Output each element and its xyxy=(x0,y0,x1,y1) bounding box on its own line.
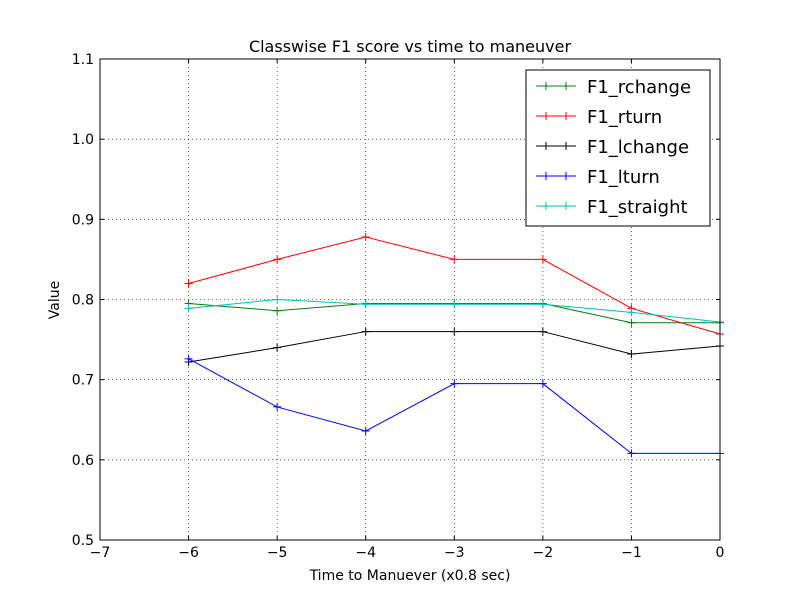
legend-marker xyxy=(542,172,570,180)
series-F1_lchange xyxy=(184,327,724,367)
data-point xyxy=(538,379,547,388)
series-F1_lturn xyxy=(184,354,724,458)
y-tick-label: 0.5 xyxy=(72,533,94,549)
data-point xyxy=(627,449,636,458)
data-point xyxy=(273,402,282,411)
legend-label: F1_straight xyxy=(587,197,688,218)
legend-box xyxy=(525,69,711,227)
x-tick-label: −7 xyxy=(90,545,111,561)
x-tick-label: −3 xyxy=(444,545,465,561)
data-point xyxy=(273,306,282,315)
x-tick-label: −2 xyxy=(533,545,554,561)
axis-ticks: −7 −6 −5 −4 −3 −2 −1 0 0.5 0.6 0.7 0.8 0.9 1.0 1.1 xyxy=(72,52,725,561)
data-point xyxy=(450,300,459,309)
y-tick-label: 1.1 xyxy=(72,52,94,68)
series-F1_straight xyxy=(184,295,724,326)
legend-label: F1_rchange xyxy=(587,77,691,98)
data-point xyxy=(361,300,370,309)
data-point xyxy=(538,255,547,264)
data-point xyxy=(450,379,459,388)
x-tick-label: −6 xyxy=(178,545,199,561)
series-line xyxy=(188,331,721,363)
x-tick-label: 0 xyxy=(716,545,725,561)
data-point xyxy=(361,426,370,435)
data-point xyxy=(361,327,370,336)
legend-item: F1_rchange xyxy=(536,77,691,98)
data-point xyxy=(273,255,282,264)
legend-marker xyxy=(542,202,570,210)
y-axis-label: Value xyxy=(47,281,63,319)
data-point xyxy=(538,300,547,309)
legend-marker xyxy=(542,142,570,150)
y-tick-label: 0.9 xyxy=(72,212,94,228)
data-point xyxy=(450,327,459,336)
legend-item: F1_lturn xyxy=(536,167,660,188)
series-F1_rturn xyxy=(184,232,724,338)
legend-item: F1_straight xyxy=(536,197,688,218)
legend: F1_rchange F1_rturn F1_lchange F1_lturn F1_s… xyxy=(525,69,711,227)
legend-marker xyxy=(542,82,570,90)
legend-label: F1_lturn xyxy=(587,167,660,188)
data-point xyxy=(361,232,370,241)
legend-item: F1_lchange xyxy=(536,137,689,158)
legend-item: F1_rturn xyxy=(536,107,662,128)
data-point xyxy=(538,327,547,336)
data-point xyxy=(273,343,282,352)
data-point xyxy=(273,295,282,304)
data-point xyxy=(184,279,193,288)
data-series xyxy=(184,232,724,458)
x-tick-label: −4 xyxy=(355,545,376,561)
legend-label: F1_lchange xyxy=(587,137,689,158)
legend-marker xyxy=(542,112,570,120)
x-tick-label: −1 xyxy=(621,545,642,561)
data-point xyxy=(450,255,459,264)
y-tick-label: 0.8 xyxy=(72,293,94,309)
y-tick-label: 0.7 xyxy=(72,373,94,389)
y-tick-label: 1.0 xyxy=(72,132,94,148)
data-point xyxy=(184,304,193,313)
y-tick-label: 0.6 xyxy=(72,453,94,469)
legend-label: F1_rturn xyxy=(587,107,662,128)
data-point xyxy=(627,318,636,327)
x-tick-label: −5 xyxy=(267,545,288,561)
data-point xyxy=(184,354,193,363)
x-axis-label: Time to Manuever (x0.8 sec) xyxy=(309,568,511,584)
data-point xyxy=(627,308,636,317)
chart-title: Classwise F1 score vs time to maneuver xyxy=(249,37,572,56)
data-point xyxy=(627,350,636,359)
